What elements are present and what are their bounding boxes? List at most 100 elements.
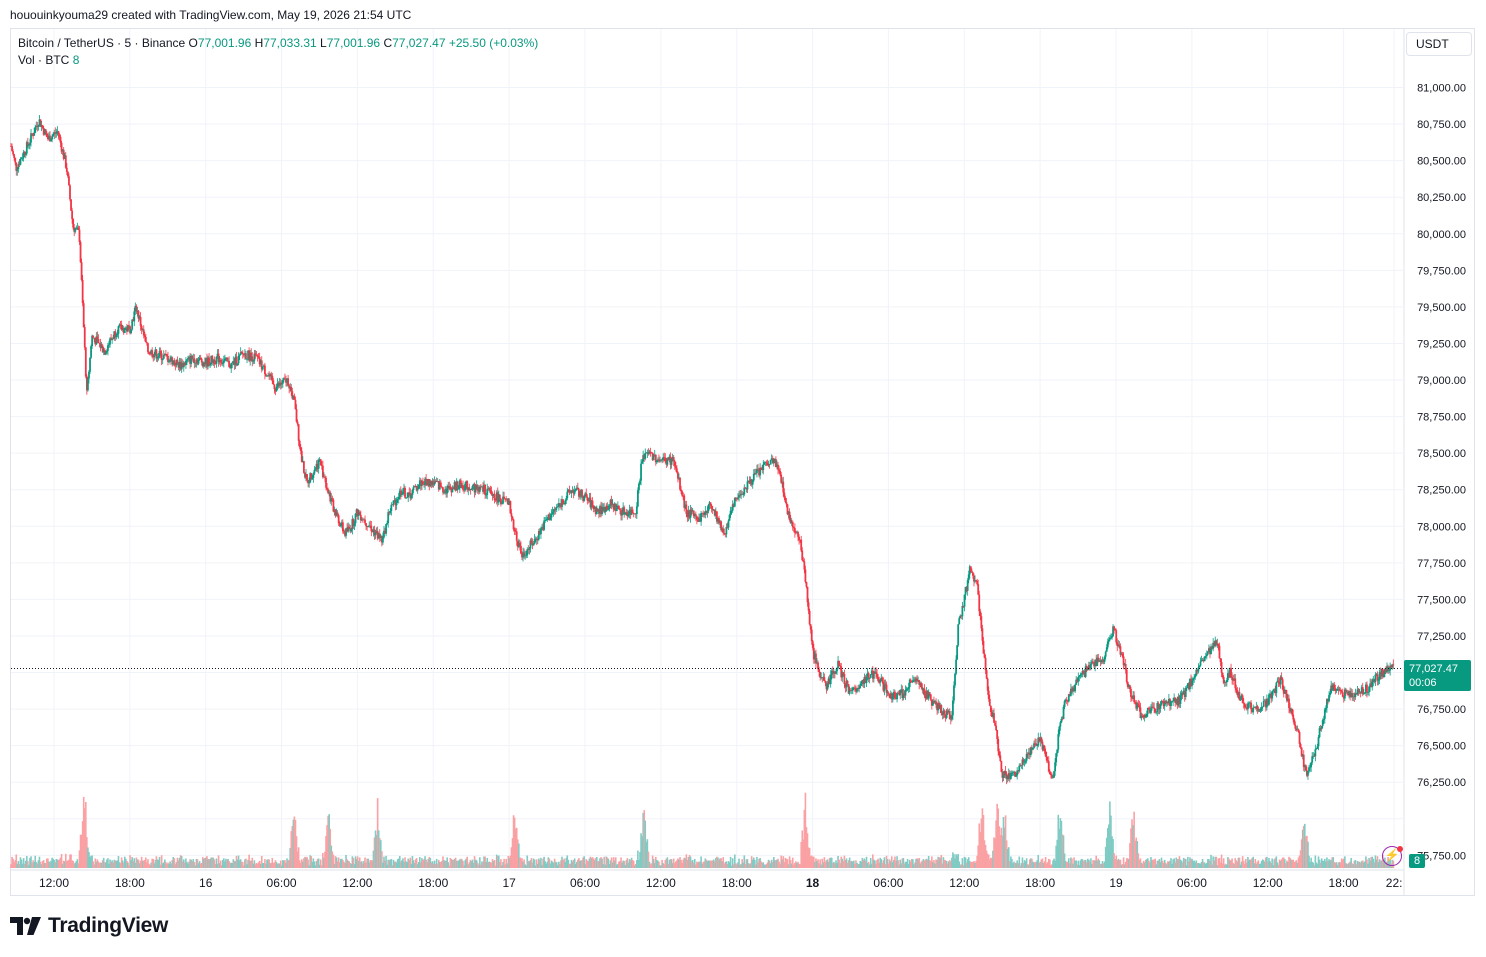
volume-bar xyxy=(282,860,284,868)
candle-body xyxy=(31,133,33,135)
volume-bar xyxy=(446,857,448,868)
candle-body xyxy=(1117,644,1120,647)
volume-label[interactable]: Vol · BTC xyxy=(18,53,70,67)
volume-bar xyxy=(201,857,204,868)
candle-body xyxy=(1311,756,1314,763)
volume-bar xyxy=(706,860,709,868)
tradingview-logo[interactable]: TradingView xyxy=(10,914,168,938)
candle-body xyxy=(142,329,145,336)
volume-bar xyxy=(378,838,381,868)
volume-bar xyxy=(1267,861,1269,868)
volume-bar xyxy=(879,857,882,868)
candle-body xyxy=(895,698,897,700)
volume-bar xyxy=(1302,825,1305,868)
volume-bar xyxy=(1212,856,1214,868)
candle-body xyxy=(12,151,15,155)
candle-body xyxy=(464,483,466,491)
candle-body xyxy=(1052,777,1054,779)
volume-bar xyxy=(752,857,755,868)
volume-bar xyxy=(599,858,601,868)
candle-body xyxy=(331,498,334,500)
candle-body xyxy=(787,511,790,515)
candle-body xyxy=(1301,754,1304,757)
volume-bar xyxy=(769,863,772,868)
candle-body xyxy=(1320,725,1323,730)
volume-bar xyxy=(1039,861,1042,868)
volume-bar xyxy=(1141,863,1144,868)
volume-bar xyxy=(653,863,656,868)
candle-body xyxy=(801,550,804,561)
candle-body xyxy=(1224,682,1227,683)
candle-body xyxy=(589,497,592,508)
candle-body xyxy=(374,532,377,536)
volume-bar xyxy=(1248,860,1250,868)
candle-body xyxy=(1188,683,1190,690)
volume-bar xyxy=(1295,860,1298,868)
price-tick-label: 80,500.00 xyxy=(1417,156,1466,168)
volume-bar xyxy=(1222,858,1225,868)
volume-bar xyxy=(960,864,963,868)
candle-body xyxy=(902,693,905,699)
volume-bar xyxy=(1001,835,1004,868)
volume-bar xyxy=(1300,839,1303,868)
high-label: H xyxy=(254,36,264,50)
candle-body xyxy=(455,481,458,491)
candle-body xyxy=(310,473,313,480)
volume-bar xyxy=(1360,861,1363,868)
volume-bar xyxy=(736,864,738,868)
candle-body xyxy=(188,356,190,358)
candle-body xyxy=(710,505,713,509)
candle-body xyxy=(226,357,228,362)
volume-bar xyxy=(1122,857,1125,868)
volume-bar xyxy=(1243,863,1246,868)
candle-body xyxy=(1296,729,1299,731)
candle-body xyxy=(668,456,671,460)
volume-bar xyxy=(1002,817,1005,868)
candle-body xyxy=(1013,771,1015,773)
candle-body xyxy=(910,681,913,683)
volume-bar xyxy=(986,853,989,868)
candle-body xyxy=(547,514,550,519)
volume-bar xyxy=(329,828,332,868)
volume-bar xyxy=(732,864,735,868)
candle-body xyxy=(427,479,430,486)
volume-bar xyxy=(1326,857,1328,868)
volume-bar xyxy=(962,865,965,868)
volume-bar xyxy=(944,860,947,868)
candle-body xyxy=(1205,654,1208,657)
symbol-title[interactable]: Bitcoin / TetherUS · 5 · Binance xyxy=(18,36,186,50)
volume-bar xyxy=(417,861,420,868)
candle-body xyxy=(1235,688,1238,691)
candle-body xyxy=(187,357,189,360)
volume-bar xyxy=(207,859,209,868)
volume-bar xyxy=(613,860,616,868)
volume-bar xyxy=(510,847,513,868)
volume-bar xyxy=(592,858,595,868)
candle-body xyxy=(865,677,868,684)
candle-body xyxy=(393,499,396,501)
candle-body xyxy=(256,355,259,357)
candle-body xyxy=(465,481,468,484)
volume-bar xyxy=(994,838,996,868)
candle-body xyxy=(887,692,890,695)
volume-bar xyxy=(1033,862,1035,868)
candle-body xyxy=(920,682,923,688)
volume-bar xyxy=(18,864,21,868)
lightning-icon[interactable]: ⚡ xyxy=(1382,846,1402,866)
candle-body xyxy=(1132,695,1134,699)
candle-body xyxy=(76,227,79,229)
volume-bar xyxy=(961,858,964,868)
candle-body xyxy=(453,482,456,490)
candle-body xyxy=(847,684,850,694)
volume-bar xyxy=(83,808,86,868)
volume-bar xyxy=(151,858,153,868)
candle-body xyxy=(713,509,716,516)
candle-body xyxy=(1228,673,1230,678)
volume-bar xyxy=(230,862,232,868)
candle-body xyxy=(958,618,961,625)
currency-unit-button[interactable]: USDT xyxy=(1406,32,1472,56)
candle-body xyxy=(542,527,544,530)
volume-bar xyxy=(1079,860,1082,868)
volume-bar xyxy=(396,859,399,868)
